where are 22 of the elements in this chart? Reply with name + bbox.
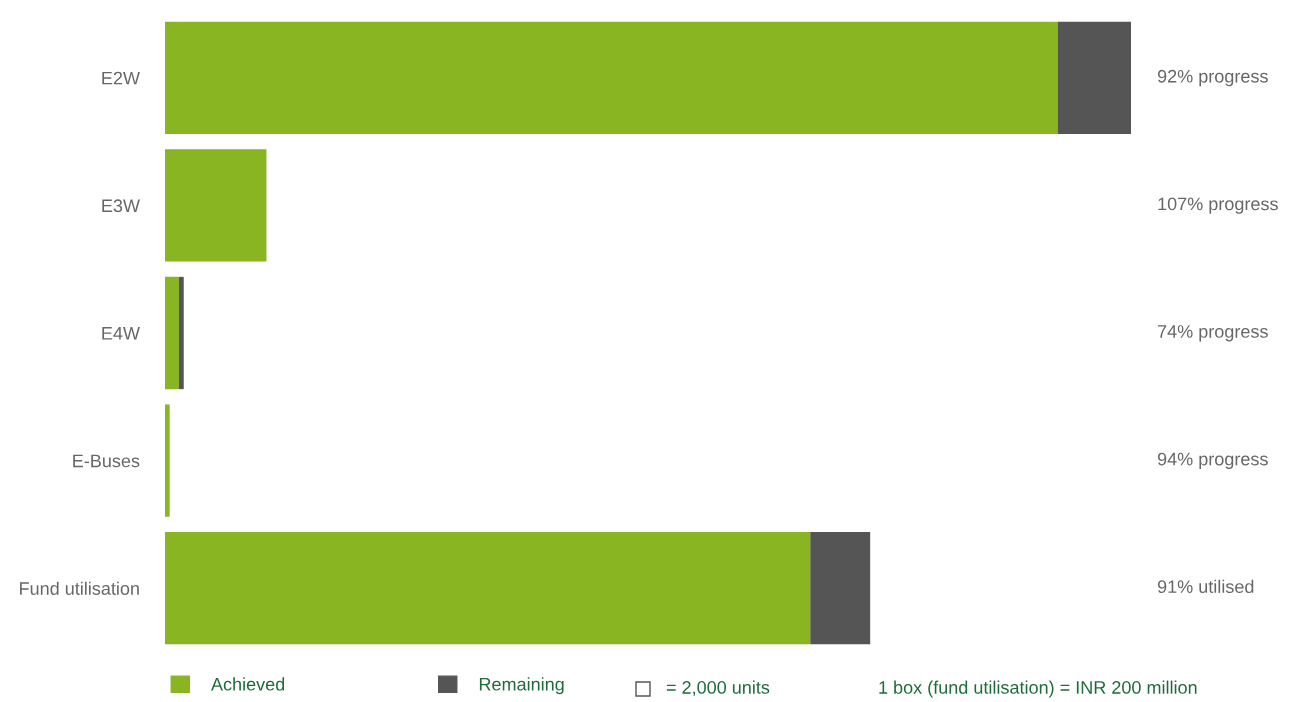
bar — [810, 532, 871, 645]
text: 107% progress — [1158, 197, 1278, 214]
bar — [178, 276, 184, 390]
text: = 2,000 units — [666, 680, 770, 696]
bar — [165, 149, 267, 262]
bar — [165, 404, 170, 517]
y-tick-label: E2W — [102, 71, 140, 85]
y-tick-label: Fund utilisation — [20, 581, 139, 595]
text: 92% progress — [1157, 69, 1268, 87]
bar — [165, 276, 179, 390]
legend-label: Remaining — [479, 677, 564, 695]
bar — [1057, 21, 1131, 134]
legend-label: Achieved — [211, 677, 285, 691]
bar — [165, 21, 1058, 134]
text: 91% utilised — [1157, 579, 1254, 594]
text: 74% progress — [1158, 325, 1268, 342]
bar — [165, 532, 811, 645]
text: 94% progress — [1157, 452, 1268, 470]
y-tick-label: E-Buses — [73, 454, 140, 468]
y-tick-label: E4W — [102, 327, 140, 340]
text: 1 box (fund utilisation) = INR 200 million — [879, 680, 1197, 698]
y-tick-label: E3W — [102, 199, 140, 213]
